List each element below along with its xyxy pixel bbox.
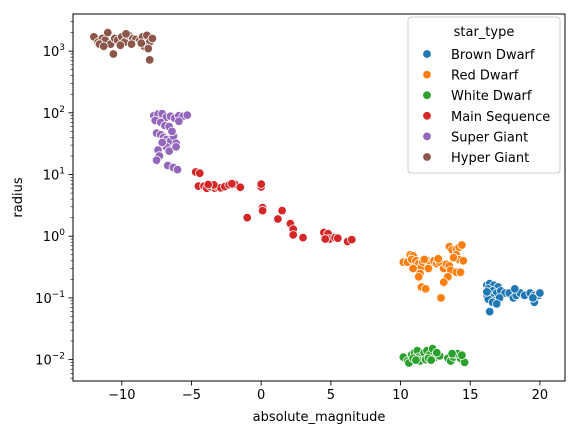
legend-marker-hyper-giant xyxy=(422,152,432,162)
data-points xyxy=(89,27,545,368)
y-tick-label-1: 10−1 xyxy=(35,290,65,307)
legend-marker-main-sequence xyxy=(422,111,432,121)
point-main-sequence-21 xyxy=(273,214,283,224)
x-tick-label-4: 10 xyxy=(392,388,409,403)
point-white-dwarf-29 xyxy=(457,350,467,360)
point-main-sequence-22 xyxy=(277,205,287,216)
x-tick-label-1: −5 xyxy=(182,388,201,403)
point-main-sequence-15 xyxy=(227,178,237,189)
y-tick-label-3: 101 xyxy=(43,167,65,184)
point-main-sequence-25 xyxy=(288,230,298,240)
x-tick-label-2: 0 xyxy=(257,388,265,403)
legend-marker-white-dwarf xyxy=(422,90,432,100)
point-super-giant-31 xyxy=(171,142,181,152)
plot-area-frame xyxy=(72,13,566,382)
point-main-sequence-33 xyxy=(347,234,357,245)
point-super-giant-22 xyxy=(151,155,162,166)
point-red-dwarf-32 xyxy=(455,267,466,278)
legend-label-brown-dwarf: Brown Dwarf xyxy=(451,48,535,63)
point-super-giant-28 xyxy=(157,137,167,148)
point-super-giant-8 xyxy=(182,110,193,120)
y-tick-label-2: 100 xyxy=(43,228,66,245)
point-main-sequence-31 xyxy=(333,233,343,243)
point-red-dwarf-17 xyxy=(420,284,431,294)
point-hyper-giant-22 xyxy=(121,29,131,39)
x-tick-label-3: 5 xyxy=(327,388,335,403)
y-tick-label-0: 10−2 xyxy=(35,352,65,369)
point-main-sequence-17 xyxy=(256,179,266,189)
x-axis-ticks: −10 −5 0 5 10 15 20 xyxy=(108,381,548,403)
x-tick-label-5: 15 xyxy=(462,388,479,403)
point-red-dwarf-33 xyxy=(448,252,459,263)
point-white-dwarf-16 xyxy=(432,347,442,358)
legend-entries: Brown Dwarf Red Dwarf White Dwarf Main Sequ… xyxy=(422,48,550,166)
point-super-giant-25 xyxy=(172,164,183,175)
point-red-dwarf-15 xyxy=(414,272,424,282)
y-tick-label-4: 102 xyxy=(43,105,65,122)
point-main-sequence-13 xyxy=(235,182,246,193)
point-main-sequence-1 xyxy=(195,168,205,178)
legend-marker-brown-dwarf xyxy=(422,49,432,59)
legend-label-white-dwarf: White Dwarf xyxy=(451,89,532,104)
point-red-dwarf-38 xyxy=(433,254,443,264)
point-red-dwarf-35 xyxy=(408,263,418,274)
point-hyper-giant-24 xyxy=(144,55,155,65)
legend-marker-super-giant xyxy=(422,131,432,142)
point-brown-dwarf-28 xyxy=(535,288,545,298)
y-axis-ticks: 10−2 10−1 100 101 102 103 xyxy=(35,21,73,379)
point-main-sequence-20 xyxy=(257,205,268,216)
point-white-dwarf-27 xyxy=(426,355,436,365)
point-hyper-giant-17 xyxy=(147,33,158,44)
point-main-sequence-35 xyxy=(203,179,213,190)
point-super-giant-30 xyxy=(174,116,184,127)
point-main-sequence-34 xyxy=(320,234,331,244)
legend-box xyxy=(407,16,561,174)
point-red-dwarf-18 xyxy=(436,293,446,303)
point-hyper-giant-25 xyxy=(98,41,109,52)
point-red-dwarf-28 xyxy=(457,240,467,250)
point-red-dwarf-36 xyxy=(419,254,429,265)
point-brown-dwarf-15 xyxy=(492,299,502,309)
legend-label-red-dwarf: Red Dwarf xyxy=(451,69,519,84)
point-brown-dwarf-22 xyxy=(510,284,520,294)
point-super-giant-29 xyxy=(167,126,177,137)
point-brown-dwarf-16 xyxy=(485,306,495,317)
legend-label-hyper-giant: Hyper Giant xyxy=(451,151,529,166)
point-hyper-giant-4 xyxy=(103,27,113,38)
point-hyper-giant-26 xyxy=(115,40,126,50)
point-red-dwarf-39 xyxy=(439,277,449,287)
point-white-dwarf-25 xyxy=(411,355,421,365)
point-hyper-giant-27 xyxy=(126,39,137,49)
legend-label-main-sequence: Main Sequence xyxy=(451,110,550,125)
point-hyper-giant-19 xyxy=(143,43,154,54)
x-tick-label-6: 20 xyxy=(532,388,549,403)
legend-title: star_type xyxy=(454,25,515,40)
legend-marker-red-dwarf xyxy=(422,69,432,80)
point-red-dwarf-34 xyxy=(458,256,469,266)
point-main-sequence-18 xyxy=(242,212,252,223)
point-white-dwarf-28 xyxy=(447,348,457,359)
legend: star_type Brown Dwarf Red Dwarf White Dwar… xyxy=(407,16,561,174)
point-brown-dwarf-27 xyxy=(528,293,538,303)
x-tick-label-0: −10 xyxy=(108,388,135,403)
point-brown-dwarf-29 xyxy=(482,287,492,297)
y-tick-label-5: 103 xyxy=(43,43,65,60)
point-red-dwarf-37 xyxy=(423,263,434,274)
point-hyper-giant-20 xyxy=(108,49,119,59)
point-hyper-giant-23 xyxy=(136,38,147,48)
legend-label-super-giant: Super Giant xyxy=(451,130,528,145)
point-super-giant-27 xyxy=(164,146,174,156)
y-axis-label: radius xyxy=(11,177,26,217)
x-axis-label: absolute_magnitude xyxy=(253,410,386,425)
point-main-sequence-26 xyxy=(298,232,308,243)
